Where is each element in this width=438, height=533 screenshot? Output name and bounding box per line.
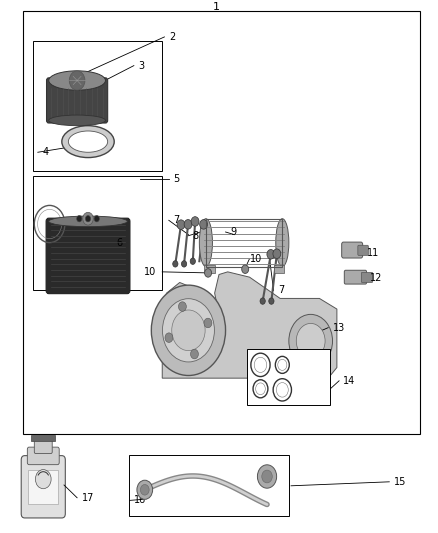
FancyBboxPatch shape [27,447,59,465]
Text: 14: 14 [343,376,356,386]
Ellipse shape [62,126,114,158]
Circle shape [151,285,226,376]
Circle shape [181,261,187,267]
Text: 5: 5 [173,174,180,184]
Ellipse shape [68,131,108,152]
Bar [206,219,283,266]
Bar [33,41,162,171]
Text: 2: 2 [169,32,175,42]
Circle shape [162,298,215,362]
Circle shape [137,480,152,499]
Bar [33,176,162,290]
Circle shape [172,310,205,351]
Text: 11: 11 [367,248,380,259]
Text: 1: 1 [213,2,220,12]
Text: 10: 10 [144,267,156,277]
Circle shape [85,215,91,222]
FancyBboxPatch shape [358,245,368,255]
FancyBboxPatch shape [344,270,367,284]
Text: 17: 17 [81,492,94,503]
Text: 9: 9 [230,227,236,237]
Circle shape [296,324,325,359]
Circle shape [83,212,93,225]
Bar [130,455,289,516]
Circle shape [94,215,99,222]
Circle shape [191,217,199,226]
Text: 6: 6 [117,238,123,248]
Circle shape [191,349,198,359]
Text: 8: 8 [193,231,199,241]
Ellipse shape [49,115,106,126]
FancyBboxPatch shape [34,437,52,454]
Circle shape [273,249,281,259]
Circle shape [190,258,195,264]
Ellipse shape [49,71,106,90]
Bar [274,265,285,273]
Circle shape [269,298,274,304]
Polygon shape [162,272,337,378]
Text: 3: 3 [138,61,145,70]
Circle shape [260,298,265,304]
Circle shape [200,220,208,229]
Bar [31,435,55,441]
Circle shape [205,269,212,277]
Text: 13: 13 [332,322,345,333]
Text: 10: 10 [251,254,263,263]
Bar [204,265,215,273]
Circle shape [184,220,192,229]
Ellipse shape [199,219,212,266]
Circle shape [178,302,186,311]
FancyBboxPatch shape [46,218,130,294]
FancyBboxPatch shape [21,456,65,518]
Text: 15: 15 [394,477,406,487]
Ellipse shape [276,219,289,266]
Text: 7: 7 [278,286,284,295]
Circle shape [69,71,85,90]
Circle shape [242,265,249,273]
FancyBboxPatch shape [46,78,108,123]
FancyBboxPatch shape [361,272,373,282]
Circle shape [262,470,272,483]
Circle shape [204,318,212,328]
Text: 16: 16 [134,495,146,505]
Circle shape [141,484,149,495]
Text: 12: 12 [370,273,382,283]
Circle shape [77,215,82,222]
Bar [22,11,420,434]
Circle shape [165,333,173,342]
FancyBboxPatch shape [342,242,363,258]
Circle shape [267,249,275,259]
Bar [28,470,58,504]
Circle shape [258,465,277,488]
Circle shape [173,261,178,267]
Text: 7: 7 [173,215,180,225]
Circle shape [35,470,51,489]
Ellipse shape [49,216,127,227]
Circle shape [177,220,185,229]
Text: 4: 4 [42,147,48,157]
Bar [247,349,330,405]
Circle shape [289,314,332,368]
